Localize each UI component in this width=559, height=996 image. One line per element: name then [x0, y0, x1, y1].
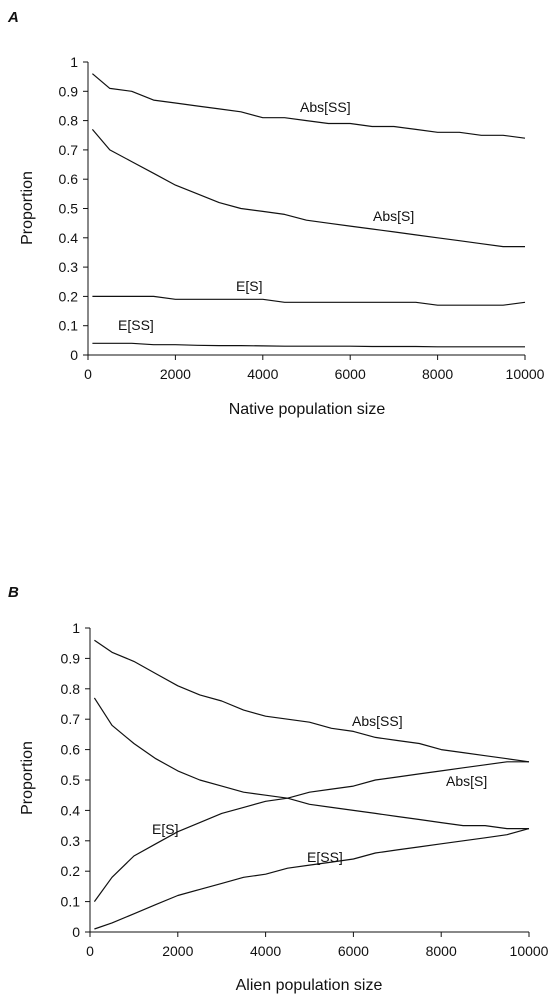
- panel-a-label-e-ss: E[SS]: [118, 317, 154, 333]
- series-line-abs-s: [93, 697, 529, 830]
- panel-b-label-abs-s: Abs[S]: [446, 773, 487, 789]
- x-tick-label: 0: [84, 366, 92, 382]
- y-tick-label: 0: [72, 924, 80, 940]
- y-tick-label: 0.5: [61, 772, 81, 788]
- x-tick-label: 4000: [247, 366, 278, 382]
- y-tick-label: 1: [70, 54, 78, 70]
- series-line-e-s: [92, 295, 526, 306]
- series-line-abs-s: [91, 129, 525, 248]
- panel-a-lines: [91, 73, 526, 348]
- panel-b-lines: [93, 639, 530, 930]
- x-tick-label: 10000: [506, 366, 545, 382]
- x-tick-label: 0: [86, 943, 94, 959]
- y-tick-label: 1: [72, 620, 80, 636]
- y-tick-label: 0.9: [61, 650, 81, 666]
- panel-b-ylabel: Proportion: [19, 741, 36, 815]
- panel-a-xlabel: Native population size: [229, 401, 386, 418]
- panel-b-letter: B: [8, 584, 19, 601]
- y-tick-label: 0.8: [61, 681, 81, 697]
- x-tick-label: 4000: [250, 943, 281, 959]
- y-tick-label: 0.1: [59, 318, 79, 334]
- series-line-e-s: [93, 761, 529, 902]
- panel-b-ticks: 0 0.1 0.2 0.3 0.4 0.5 0.6 0.7 0.8 0.9 1 0 2000 4000 60…: [61, 620, 549, 959]
- panel-a-label-e-s: E[S]: [236, 278, 262, 294]
- panel-a: A 0 0.1 0.2 0.3 0.4 0.5 0.6 0.7 0.8 0.9 1 0 2000 4000…: [7, 9, 545, 418]
- y-tick-label: 0.5: [59, 201, 79, 217]
- y-tick-label: 0.7: [61, 711, 81, 727]
- x-tick-label: 8000: [426, 943, 457, 959]
- series-line-e-ss: [92, 342, 525, 348]
- x-tick-label: 6000: [338, 943, 369, 959]
- y-tick-label: 0.4: [59, 230, 79, 246]
- panel-a-ticks: 0 0.1 0.2 0.3 0.4 0.5 0.6 0.7 0.8 0.9 1 0 2000 4000 60…: [59, 54, 545, 382]
- panel-b-label-abs-ss: Abs[SS]: [352, 713, 403, 729]
- series-line-e-ss: [94, 828, 530, 930]
- panel-b: B 0 0.1 0.2 0.3 0.4 0.5 0.6 0.7 0.8 0.9 1 0 2000 4000…: [8, 584, 549, 994]
- panel-b-label-e-ss: E[SS]: [307, 849, 343, 865]
- y-tick-label: 0: [70, 347, 78, 363]
- y-tick-label: 0.3: [61, 833, 81, 849]
- y-tick-label: 0.2: [61, 863, 81, 879]
- y-tick-label: 0.7: [59, 142, 79, 158]
- x-tick-label: 6000: [335, 366, 366, 382]
- panel-b-label-e-s: E[S]: [152, 821, 178, 837]
- panel-b-xlabel: Alien population size: [236, 977, 383, 994]
- panel-a-letter: A: [7, 9, 19, 26]
- y-tick-label: 0.4: [61, 802, 81, 818]
- y-tick-label: 0.1: [61, 894, 81, 910]
- y-tick-label: 0.9: [59, 83, 79, 99]
- x-tick-label: 2000: [160, 366, 191, 382]
- series-line-abs-ss: [94, 639, 530, 763]
- x-tick-label: 10000: [510, 943, 549, 959]
- y-tick-label: 0.6: [61, 742, 81, 758]
- series-line-abs-ss: [92, 73, 526, 139]
- x-tick-label: 8000: [422, 366, 453, 382]
- y-tick-label: 0.6: [59, 171, 79, 187]
- panel-a-label-abs-s: Abs[S]: [373, 208, 414, 224]
- panel-a-label-abs-ss: Abs[SS]: [300, 99, 351, 115]
- x-tick-label: 2000: [162, 943, 193, 959]
- y-tick-label: 0.2: [59, 288, 79, 304]
- panel-a-ylabel: Proportion: [19, 171, 36, 245]
- y-tick-label: 0.8: [59, 113, 79, 129]
- y-tick-label: 0.3: [59, 259, 79, 275]
